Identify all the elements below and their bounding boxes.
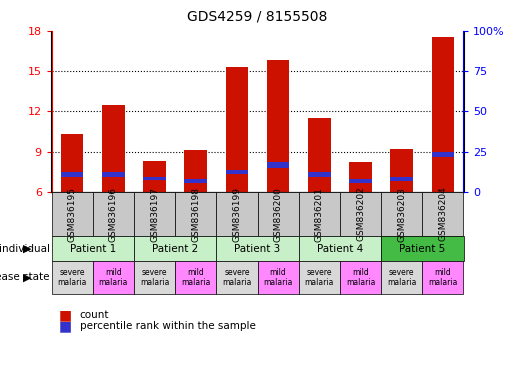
Bar: [226, 170, 248, 174]
Bar: [349, 162, 372, 192]
Bar: [308, 172, 331, 177]
Text: GSM836198: GSM836198: [191, 187, 200, 242]
Text: GSM836202: GSM836202: [356, 187, 365, 242]
Bar: [308, 118, 331, 192]
Text: GSM836196: GSM836196: [109, 187, 118, 242]
Text: individual: individual: [0, 243, 50, 254]
Text: GSM836203: GSM836203: [397, 187, 406, 242]
Bar: [432, 152, 454, 157]
Text: severe
malaria: severe malaria: [304, 268, 334, 287]
Bar: [432, 38, 454, 192]
Text: ▶: ▶: [23, 272, 32, 283]
Text: count: count: [80, 310, 109, 320]
Text: Patient 1: Patient 1: [70, 243, 116, 254]
Text: percentile rank within the sample: percentile rank within the sample: [80, 321, 256, 331]
Text: mild
malaria: mild malaria: [181, 268, 211, 287]
Text: disease state: disease state: [0, 272, 50, 283]
Text: Patient 3: Patient 3: [234, 243, 281, 254]
Text: GSM836200: GSM836200: [273, 187, 283, 242]
Text: ▶: ▶: [23, 243, 32, 254]
Bar: [390, 177, 413, 180]
Bar: [349, 179, 372, 183]
Text: GDS4259 / 8155508: GDS4259 / 8155508: [187, 10, 328, 23]
Bar: [61, 134, 83, 192]
Text: Patient 4: Patient 4: [317, 243, 363, 254]
Text: GSM836199: GSM836199: [232, 187, 242, 242]
Bar: [102, 104, 125, 192]
Bar: [184, 179, 207, 183]
Bar: [143, 161, 166, 192]
Text: Patient 2: Patient 2: [152, 243, 198, 254]
Bar: [184, 151, 207, 192]
Bar: [267, 162, 289, 168]
Text: severe
malaria: severe malaria: [387, 268, 417, 287]
Bar: [226, 67, 248, 192]
Text: GSM836201: GSM836201: [315, 187, 324, 242]
Bar: [61, 172, 83, 177]
Text: mild
malaria: mild malaria: [263, 268, 293, 287]
Text: severe
malaria: severe malaria: [57, 268, 87, 287]
Text: GSM836197: GSM836197: [150, 187, 159, 242]
Text: severe
malaria: severe malaria: [140, 268, 169, 287]
Text: mild
malaria: mild malaria: [428, 268, 458, 287]
Text: severe
malaria: severe malaria: [222, 268, 252, 287]
Text: mild
malaria: mild malaria: [98, 268, 128, 287]
Bar: [267, 60, 289, 192]
Bar: [102, 172, 125, 177]
Text: ■: ■: [59, 319, 72, 333]
Text: mild
malaria: mild malaria: [346, 268, 375, 287]
Text: ■: ■: [59, 308, 72, 322]
Text: Patient 5: Patient 5: [399, 243, 445, 254]
Bar: [390, 149, 413, 192]
Text: GSM836195: GSM836195: [67, 187, 77, 242]
Text: GSM836204: GSM836204: [438, 187, 448, 242]
Bar: [143, 177, 166, 180]
